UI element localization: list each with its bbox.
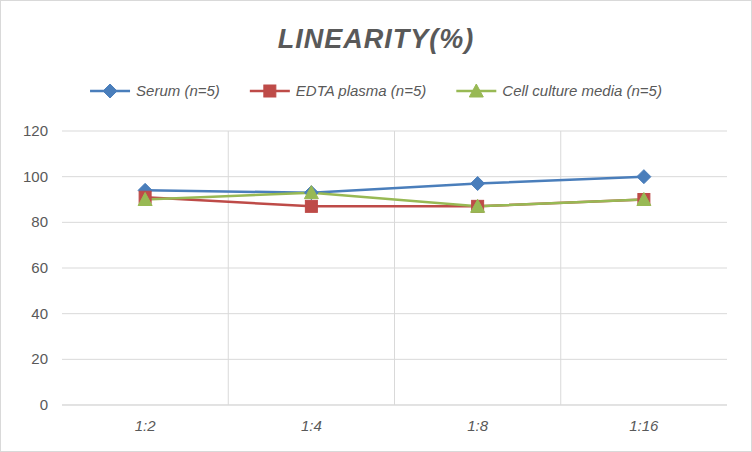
y-tick-label: 100 (23, 168, 48, 185)
x-tick-label: 1:2 (135, 417, 157, 434)
y-tick-label: 80 (31, 213, 48, 230)
data-point (638, 194, 650, 206)
legend-item: Cell culture media (n=5) (456, 82, 662, 99)
chart: LINEARITY(%) 0 20 40 60 80 100 120 1:2 1:4 1:8 1:16… (0, 0, 752, 452)
x-tick-label: 1:4 (301, 417, 322, 434)
legend-marker (469, 84, 483, 97)
data-point (304, 186, 318, 199)
data-point (637, 193, 651, 206)
legend-marker (103, 84, 117, 98)
data-point (471, 177, 485, 191)
category-grid-line (394, 131, 395, 405)
y-tick-label: 20 (31, 350, 48, 367)
grid-line (62, 405, 727, 406)
data-point (138, 193, 152, 206)
background (1, 1, 752, 452)
legend-item: Serum (n=5) (90, 82, 220, 99)
series-line (145, 177, 644, 193)
data-point (305, 200, 317, 212)
legend-label: Cell culture media (n=5) (502, 82, 662, 99)
legend: Serum (n=5) EDTA plasma (n=5) Cell culture… (90, 82, 662, 99)
plot-area (138, 170, 651, 213)
x-axis (62, 405, 727, 406)
category-grid-line (560, 131, 561, 405)
y-tick-label: 0 (40, 396, 48, 413)
y-tick-label: 40 (31, 305, 48, 322)
y-tick-label: 60 (31, 259, 48, 276)
data-point (637, 170, 651, 184)
legend-marker (264, 85, 276, 97)
y-tick-label: 120 (23, 122, 48, 139)
legend-item: EDTA plasma (n=5) (250, 82, 426, 99)
x-tick-label: 1:8 (467, 417, 489, 434)
data-point (471, 199, 485, 212)
title: LINEARITY(%) (278, 24, 475, 54)
data-point (304, 186, 318, 200)
legend-label: Serum (n=5) (136, 82, 220, 99)
category-grid-line (228, 131, 229, 405)
legend-label: EDTA plasma (n=5) (296, 82, 426, 99)
x-tick-label: 1:16 (629, 417, 659, 434)
series-line (145, 193, 644, 207)
data-point (472, 200, 484, 212)
